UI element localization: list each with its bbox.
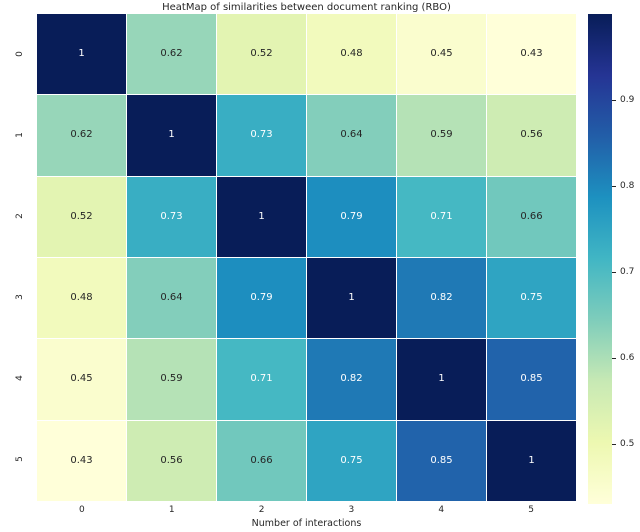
x-tick-label: 1 bbox=[168, 505, 175, 515]
heatmap-cell: 1 bbox=[37, 14, 126, 95]
heatmap-grid: 1 0.62 0.52 0.48 0.45 0.43 0.62 1 0.73 0.64 0.59 0.… bbox=[37, 14, 576, 501]
y-tick-label: 0 bbox=[15, 50, 25, 57]
heatmap-cell: 0.82 bbox=[397, 258, 486, 339]
heatmap-cell: 1 bbox=[487, 420, 576, 501]
y-tick-label: 5 bbox=[15, 456, 25, 463]
heatmap-cell: 0.71 bbox=[397, 176, 486, 257]
heatmap-cell: 0.45 bbox=[37, 339, 126, 420]
heatmap-cell: 1 bbox=[307, 258, 396, 339]
heatmap-cell: 0.52 bbox=[37, 176, 126, 257]
heatmap-cell: 0.85 bbox=[487, 339, 576, 420]
colorbar bbox=[588, 14, 612, 504]
x-axis-label: Number of interactions bbox=[251, 518, 362, 529]
y-tick-label: 3 bbox=[15, 294, 25, 300]
heatmap-cell: 0.52 bbox=[217, 14, 306, 95]
heatmap-cell: 0.66 bbox=[217, 420, 306, 501]
heatmap-cell: 1 bbox=[127, 95, 216, 176]
colorbar-tick-label: 0.9 bbox=[620, 94, 635, 105]
heatmap-cell: 0.75 bbox=[307, 420, 396, 501]
y-tick-label: 2 bbox=[15, 213, 25, 219]
x-tick-label: 3 bbox=[348, 505, 355, 515]
heatmap-cell: 0.66 bbox=[487, 176, 576, 257]
heatmap-cell: 0.79 bbox=[307, 176, 396, 257]
heatmap-cell: 0.43 bbox=[487, 14, 576, 95]
y-tick-label: 4 bbox=[15, 375, 25, 382]
x-tick-label: 2 bbox=[258, 505, 265, 515]
colorbar-tickmark bbox=[612, 99, 616, 101]
colorbar-tick-label: 0.5 bbox=[620, 438, 635, 449]
colorbar-tick-label: 0.8 bbox=[620, 180, 635, 191]
heatmap-cell: 0.73 bbox=[217, 95, 306, 176]
heatmap-cell: 0.59 bbox=[127, 339, 216, 420]
colorbar-tickmark bbox=[612, 443, 616, 445]
chart-title: HeatMap of similarities between document… bbox=[162, 2, 451, 13]
heatmap-cell: 0.73 bbox=[127, 176, 216, 257]
heatmap-cell: 0.79 bbox=[217, 258, 306, 339]
heatmap-cell: 0.85 bbox=[397, 420, 486, 501]
x-tick-label: 4 bbox=[438, 505, 445, 515]
colorbar-tickmark bbox=[612, 185, 616, 187]
heatmap-cell: 0.64 bbox=[127, 258, 216, 339]
heatmap-cell: 0.64 bbox=[307, 95, 396, 176]
heatmap-cell: 0.62 bbox=[37, 95, 126, 176]
colorbar-tick-label: 0.7 bbox=[620, 266, 635, 277]
heatmap-cell: 0.45 bbox=[397, 14, 486, 95]
heatmap-cell: 0.48 bbox=[37, 258, 126, 339]
heatmap-cell: 0.75 bbox=[487, 258, 576, 339]
heatmap-cell: 1 bbox=[397, 339, 486, 420]
y-tick-label: 1 bbox=[15, 131, 25, 138]
heatmap-cell: 0.59 bbox=[397, 95, 486, 176]
heatmap-cell: 0.62 bbox=[127, 14, 216, 95]
colorbar-tickmark bbox=[612, 271, 616, 273]
colorbar-tickmark bbox=[612, 357, 616, 359]
plot-area: 1 0.62 0.52 0.48 0.45 0.43 0.62 1 0.73 0.64 0.59 0.… bbox=[37, 14, 576, 501]
x-tick-label: 5 bbox=[528, 505, 534, 515]
heatmap-cell: 0.82 bbox=[307, 339, 396, 420]
heatmap-cell: 0.71 bbox=[217, 339, 306, 420]
heatmap-cell: 0.43 bbox=[37, 420, 126, 501]
heatmap-cell: 0.48 bbox=[307, 14, 396, 95]
heatmap-cell: 0.56 bbox=[487, 95, 576, 176]
heatmap-cell: 1 bbox=[217, 176, 306, 257]
heatmap-cell: 0.56 bbox=[127, 420, 216, 501]
x-tick-label: 0 bbox=[79, 505, 85, 515]
colorbar-tick-label: 0.6 bbox=[620, 352, 635, 363]
